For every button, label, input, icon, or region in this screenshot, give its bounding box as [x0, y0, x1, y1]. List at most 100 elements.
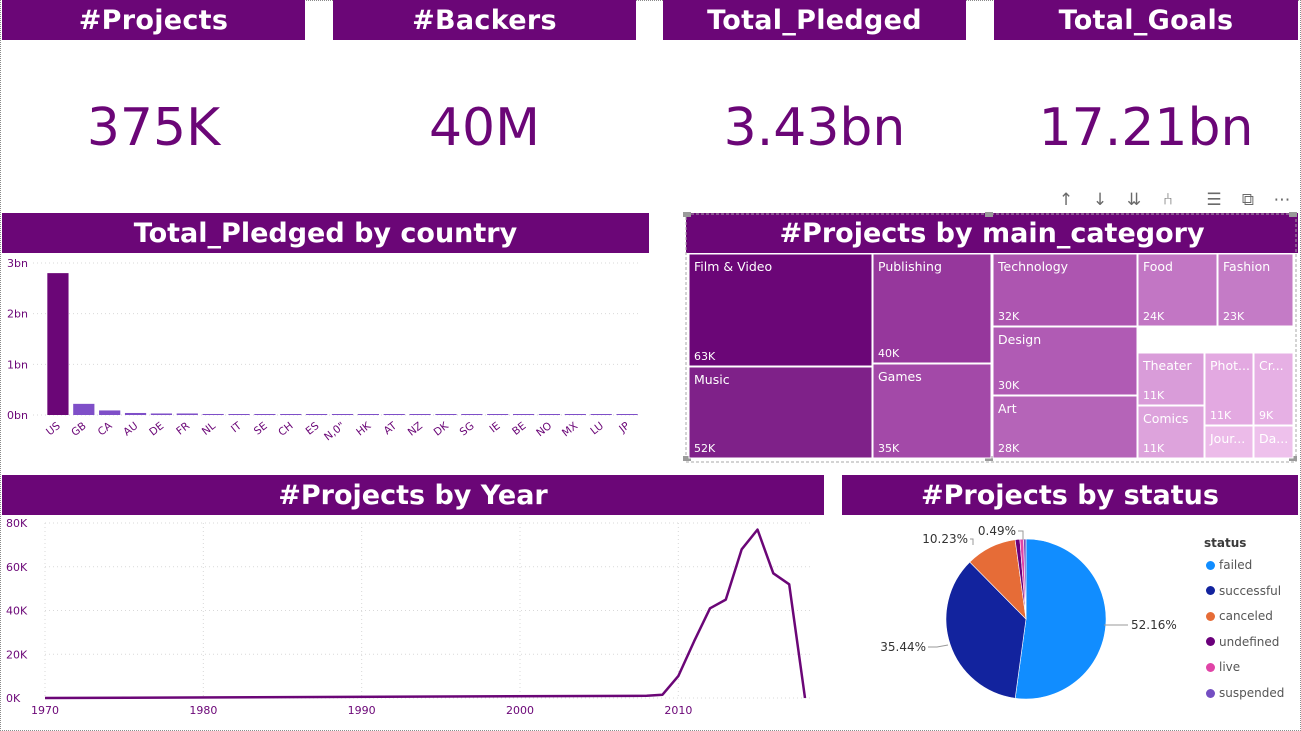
legend-dot: [1206, 662, 1215, 672]
pie-slice-failed: [1014, 538, 1107, 700]
treemap-tile-games: [872, 363, 992, 459]
treemap-label: Comics: [1143, 411, 1188, 426]
treemap-tile-cr: [1253, 352, 1294, 426]
line-x-tick-label: 1970: [31, 704, 59, 717]
treemap-label: Design: [998, 332, 1041, 347]
bar-lu: [590, 414, 612, 415]
bar-y-tick-label: 0bn: [7, 409, 28, 422]
bar-x-tick-label: MX: [560, 420, 580, 439]
line-y-tick-label: 40K: [6, 605, 28, 618]
selection-handle: [985, 212, 993, 217]
treemap-tile-film-video: [688, 253, 873, 367]
line-x-tick-label: 2000: [506, 704, 534, 717]
filter-icon[interactable]: ☰: [1206, 190, 1222, 210]
treemap-tile-comics: [1137, 405, 1205, 459]
pie-slice-suspended: [1023, 538, 1027, 620]
treemap-value: 23K: [1223, 310, 1245, 323]
treemap-label: Music: [694, 372, 730, 387]
bar-y-tick-label: 1bn: [7, 358, 28, 371]
bar-x-tick-label: DE: [147, 420, 166, 439]
double-arrow-down-icon[interactable]: ⇊: [1126, 190, 1142, 210]
pie-data-label: 0.49%: [978, 524, 1016, 538]
kpi-goals-value: 17.21bn: [1038, 98, 1254, 158]
treemap-label: Phot...: [1210, 358, 1250, 373]
visual-toolbar: ↑ ↓ ⇊ ⑃ ☰ ⧉ ⋯: [1055, 188, 1295, 212]
treemap-label: Theater: [1142, 358, 1192, 373]
legend-item-failed[interactable]: failed: [1206, 557, 1252, 573]
treemap-value: 40K: [878, 347, 900, 360]
treemap-value: 35K: [878, 442, 900, 455]
kpi-pledged-title: Total_Pledged: [663, 0, 966, 40]
treemap-tile-technology: [992, 253, 1138, 327]
bar-fr: [176, 413, 198, 415]
arrow-up-icon[interactable]: ↑: [1058, 190, 1074, 210]
treemap-label: Food: [1143, 259, 1173, 274]
projects-by-year-series: [44, 528, 807, 700]
bar-be: [512, 414, 535, 415]
category-treemap: Film & Video 63K Music 52K Publishing 40K Game…: [683, 212, 1297, 463]
treemap-label: Games: [878, 369, 922, 384]
legend-item-suspended[interactable]: suspended: [1206, 685, 1284, 701]
bar-x-tick-label: US: [44, 420, 63, 438]
more-options-icon[interactable]: ⋯: [1273, 190, 1291, 210]
country-bar-chart: 0bn 1bn 2bn 3bn US GB CA AU DE FR NL IT SE CH ES N,0" HK…: [7, 257, 640, 443]
bar-it: [228, 414, 250, 415]
treemap-tile-phot: [1204, 352, 1254, 426]
bar-x-tick-label: NZ: [406, 420, 425, 439]
pie-leader-line: [928, 644, 949, 648]
legend-label: live: [1219, 660, 1241, 675]
bar-x-tick-label: AU: [121, 420, 140, 439]
kpi-projects-value: 375K: [86, 98, 221, 158]
legend-item-canceled[interactable]: canceled: [1206, 608, 1273, 624]
treemap-label: Film & Video: [694, 259, 772, 274]
focus-mode-icon[interactable]: ⧉: [1241, 190, 1255, 210]
arrow-down-icon[interactable]: ↓: [1092, 190, 1108, 210]
bar-x-tick-label: CH: [276, 420, 295, 439]
legend-item-successful[interactable]: successful: [1206, 583, 1281, 599]
treemap-label: Art: [998, 401, 1017, 416]
bar-se: [254, 414, 276, 415]
status-chart-title: #Projects by status: [842, 475, 1298, 515]
pie-data-label: 35.44%: [880, 640, 926, 654]
line-x-tick-label: 2010: [664, 704, 692, 717]
bar-gb: [73, 403, 95, 415]
treemap-value: 11K: [1143, 389, 1165, 402]
treemap-value: 52K: [694, 442, 716, 455]
bar-y-tick-label: 2bn: [7, 308, 28, 321]
bar-at: [383, 414, 405, 415]
bar-ca: [99, 410, 121, 415]
bar-x-tick-label: AT: [382, 420, 400, 438]
treemap-tile-fashion: [1217, 253, 1294, 327]
legend-dot: [1206, 611, 1215, 621]
selection-handle: [683, 212, 691, 217]
bar-nl: [202, 413, 224, 415]
treemap-value: 11K: [1143, 442, 1165, 455]
legend-item-undefined[interactable]: undefined: [1206, 634, 1279, 650]
pie-data-label: 10.23%: [922, 532, 968, 546]
line-y-tick-label: 60K: [6, 561, 28, 574]
treemap-tile-da: [1253, 425, 1294, 459]
treemap-tile-art: [992, 395, 1138, 459]
line-y-tick-label: 0K: [6, 692, 21, 705]
bar-x-tick-label: JP: [616, 420, 632, 436]
selection-handle: [683, 456, 691, 461]
pie-leader-line: [1018, 530, 1024, 540]
bar-x-tick-label: IT: [229, 420, 244, 436]
treemap-tile-food: [1137, 253, 1218, 327]
treemap-label: Jour...: [1209, 431, 1245, 446]
treemap-tile-music: [688, 366, 873, 459]
bar-de: [150, 413, 173, 415]
line-x-tick-label: 1980: [189, 704, 217, 717]
bar-nz: [409, 414, 431, 415]
bar-es: [306, 414, 328, 415]
line-x-tick-label: 1990: [348, 704, 376, 717]
year-chart-title: #Projects by Year: [2, 475, 824, 515]
pie-data-label: 52.16%: [1131, 618, 1177, 632]
bar-no: [538, 414, 561, 415]
bar-n0: [331, 414, 354, 415]
expand-hierarchy-icon[interactable]: ⑃: [1162, 190, 1174, 210]
bar-x-tick-label: LU: [588, 420, 606, 437]
legend-item-live[interactable]: live: [1206, 659, 1240, 675]
bar-x-tick-label: IE: [488, 420, 503, 435]
legend-label: canceled: [1219, 609, 1273, 624]
